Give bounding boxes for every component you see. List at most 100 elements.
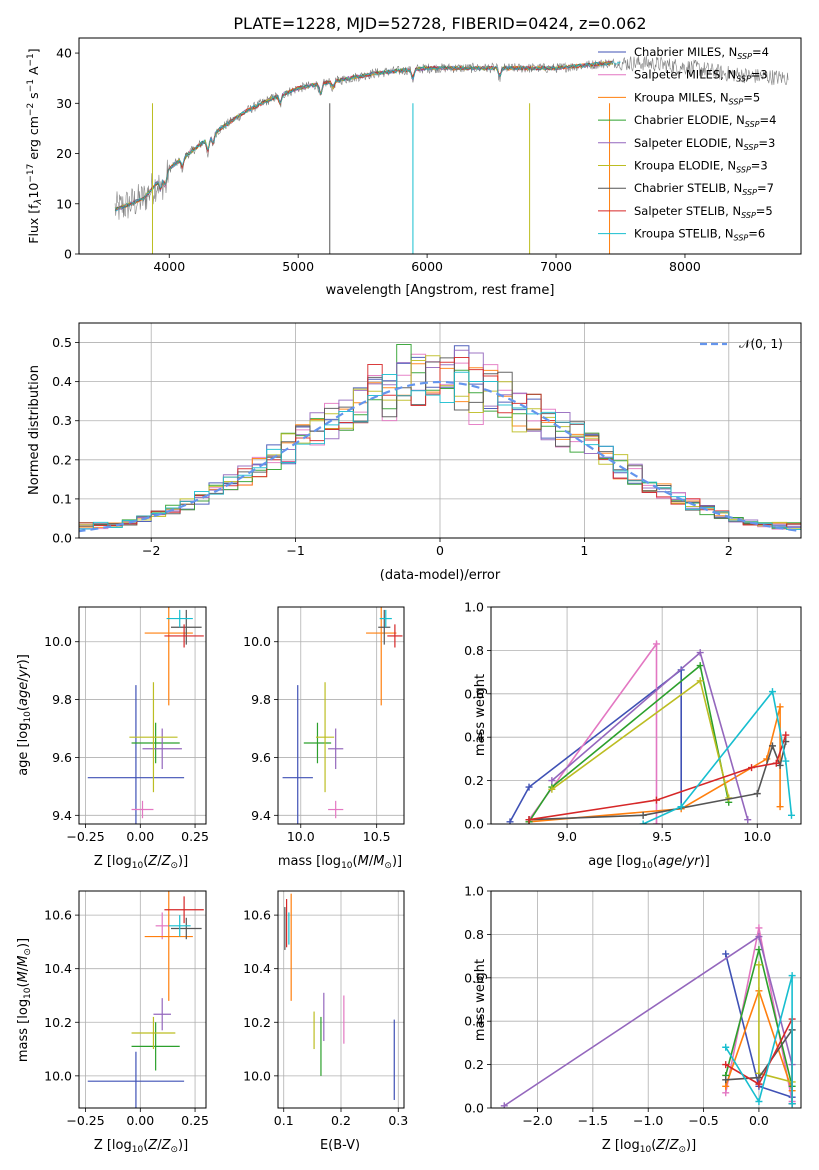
axes-frame: [277, 606, 405, 825]
y-tick-label: 0.2: [464, 1057, 484, 1072]
y-tick-label: 0.2: [464, 773, 484, 788]
x-tick-label: 2: [725, 543, 733, 558]
x-tick-label: 10.0: [287, 829, 315, 844]
spectrum-panel: 4000 5000 6000 7000 8000 0 10 20 30 40 Chabrier MI…: [56, 37, 802, 274]
me-xlabel: E(B-V): [320, 1138, 360, 1153]
weight-marker: [755, 961, 763, 969]
error-bars: [284, 893, 395, 1100]
y-tick-label: 9.6: [251, 750, 271, 765]
agez-ylabel: age [log10(age/yr)]: [16, 654, 33, 776]
y-tick-label: 0.0: [52, 531, 72, 546]
y-tick-label: 9.4: [251, 808, 271, 823]
weight-lines: [506, 640, 795, 824]
x-tick-label: 9.5: [652, 829, 672, 844]
x-tick-label: 0.0: [749, 1113, 769, 1128]
weight-marker: [768, 742, 776, 750]
residual-xlabel: (data-model)/error: [380, 568, 501, 583]
weight-marker: [768, 688, 776, 696]
y-tick-label: 10.0: [44, 1068, 72, 1083]
x-tick-label: 4000: [153, 259, 185, 274]
weight-line-kroupa-stelib: [725, 975, 793, 1104]
x-tick-label: −0.25: [66, 829, 104, 844]
weight-marker: [776, 803, 784, 811]
residual-ylabel: Normed distribution: [27, 365, 42, 495]
weight-marker: [722, 1076, 730, 1084]
x-tick-label: 0.3: [388, 1113, 408, 1128]
legend-label: Salpeter STELIB, NSSP=5: [634, 204, 773, 220]
spectrum-ylabel: Flux [fλ10−17 erg cm−2 s−1 A−1]: [26, 48, 44, 243]
wz-xlabel: Z [log10(Z/Z⊙)]: [602, 1138, 696, 1155]
weight-line-chabrier-miles: [509, 668, 683, 823]
weight-vs-age-panel: 9.0 9.5 10.0 0.0 0.2 0.4 0.6 0.8 1.0: [464, 600, 802, 844]
x-tick-label: 10.5: [363, 829, 391, 844]
weight-marker: [788, 1100, 796, 1108]
weight-marker: [776, 761, 784, 769]
agem-xlabel: mass [log10(M/M⊙)]: [278, 854, 402, 871]
x-tick-label: 7000: [540, 259, 572, 274]
model-spectrum-salpeter-stelib: [115, 60, 613, 211]
axes-frame: [490, 606, 802, 825]
legend-label: Salpeter ELODIE, NSSP=3: [634, 136, 775, 152]
weight-marker: [548, 785, 556, 793]
model-spectrum-salpeter-elodie: [114, 60, 614, 211]
weight-marker: [782, 731, 790, 739]
y-tick-label: 0.1: [52, 491, 72, 506]
axes-frame: [277, 890, 405, 1109]
y-tick-label: 10.6: [243, 908, 271, 923]
weight-marker: [722, 950, 730, 958]
x-tick-label: −1.5: [578, 1113, 608, 1128]
y-tick-label: 10.2: [243, 1015, 271, 1030]
weight-marker: [753, 790, 761, 798]
weight-marker: [696, 662, 704, 670]
error-bars: [87, 607, 204, 824]
weight-marker: [548, 777, 556, 785]
weight-line-salpeter-elodie: [551, 651, 749, 820]
histogram-lines: [79, 344, 801, 533]
y-tick-label: 10.6: [44, 908, 72, 923]
y-tick-label: 10.2: [44, 1015, 72, 1030]
wage-xlabel: age [log10(age/yr)]: [588, 854, 710, 871]
x-tick-label: −1.0: [633, 1113, 663, 1128]
y-tick-label: 9.8: [52, 692, 72, 707]
spectrum-xlabel: wavelength [Angstrom, rest frame]: [326, 283, 555, 298]
error-bars: [87, 891, 204, 1108]
y-tick-label: 40: [56, 46, 72, 61]
mz-ylabel: mass [log10(M/M⊙)]: [16, 938, 33, 1062]
y-tick-label: 0.2: [52, 452, 72, 467]
legend-label: Kroupa MILES, NSSP=5: [634, 90, 760, 106]
y-tick-label: 9.4: [52, 808, 72, 823]
y-tick-label: 0.4: [52, 374, 72, 389]
weight-marker: [722, 1089, 730, 1097]
weight-marker: [696, 649, 704, 657]
weight-marker: [652, 640, 660, 648]
weight-lines: [500, 924, 796, 1108]
weight-marker: [722, 1061, 730, 1069]
x-tick-label: 5000: [282, 259, 314, 274]
y-tick-label: 0: [64, 247, 72, 262]
mz-xlabel: Z [log10(Z/Z⊙)]: [94, 1138, 188, 1155]
weight-marker: [744, 816, 752, 824]
weight-marker: [772, 759, 780, 767]
model-spectrum-chabrier-miles: [114, 61, 613, 212]
x-tick-label: 1: [580, 543, 588, 558]
x-tick-label: −2: [142, 543, 160, 558]
weight-marker: [506, 818, 514, 824]
figure-title: PLATE=1228, MJD=52728, FIBERID=0424, z=0…: [233, 14, 646, 33]
y-tick-label: 0.6: [464, 686, 484, 701]
y-tick-label: 0.5: [52, 335, 72, 350]
y-tick-label: 20: [56, 146, 72, 161]
x-tick-label: 0.00: [126, 1113, 154, 1128]
y-tick-label: 0.0: [464, 1101, 484, 1116]
error-bars: [282, 607, 403, 824]
axes-frame: [78, 606, 207, 825]
weight-marker: [755, 946, 763, 954]
weight-line-kroupa-miles: [528, 706, 781, 823]
model-spectrum-kroupa-miles: [114, 60, 613, 211]
y-tick-label: 1.0: [464, 600, 484, 615]
x-tick-label: −0.5: [688, 1113, 718, 1128]
legend-label: Chabrier STELIB, NSSP=7: [634, 181, 774, 197]
y-tick-label: 0.8: [464, 643, 484, 658]
weight-marker: [639, 811, 647, 819]
weight-marker: [500, 1102, 508, 1108]
y-tick-label: 10.0: [243, 634, 271, 649]
